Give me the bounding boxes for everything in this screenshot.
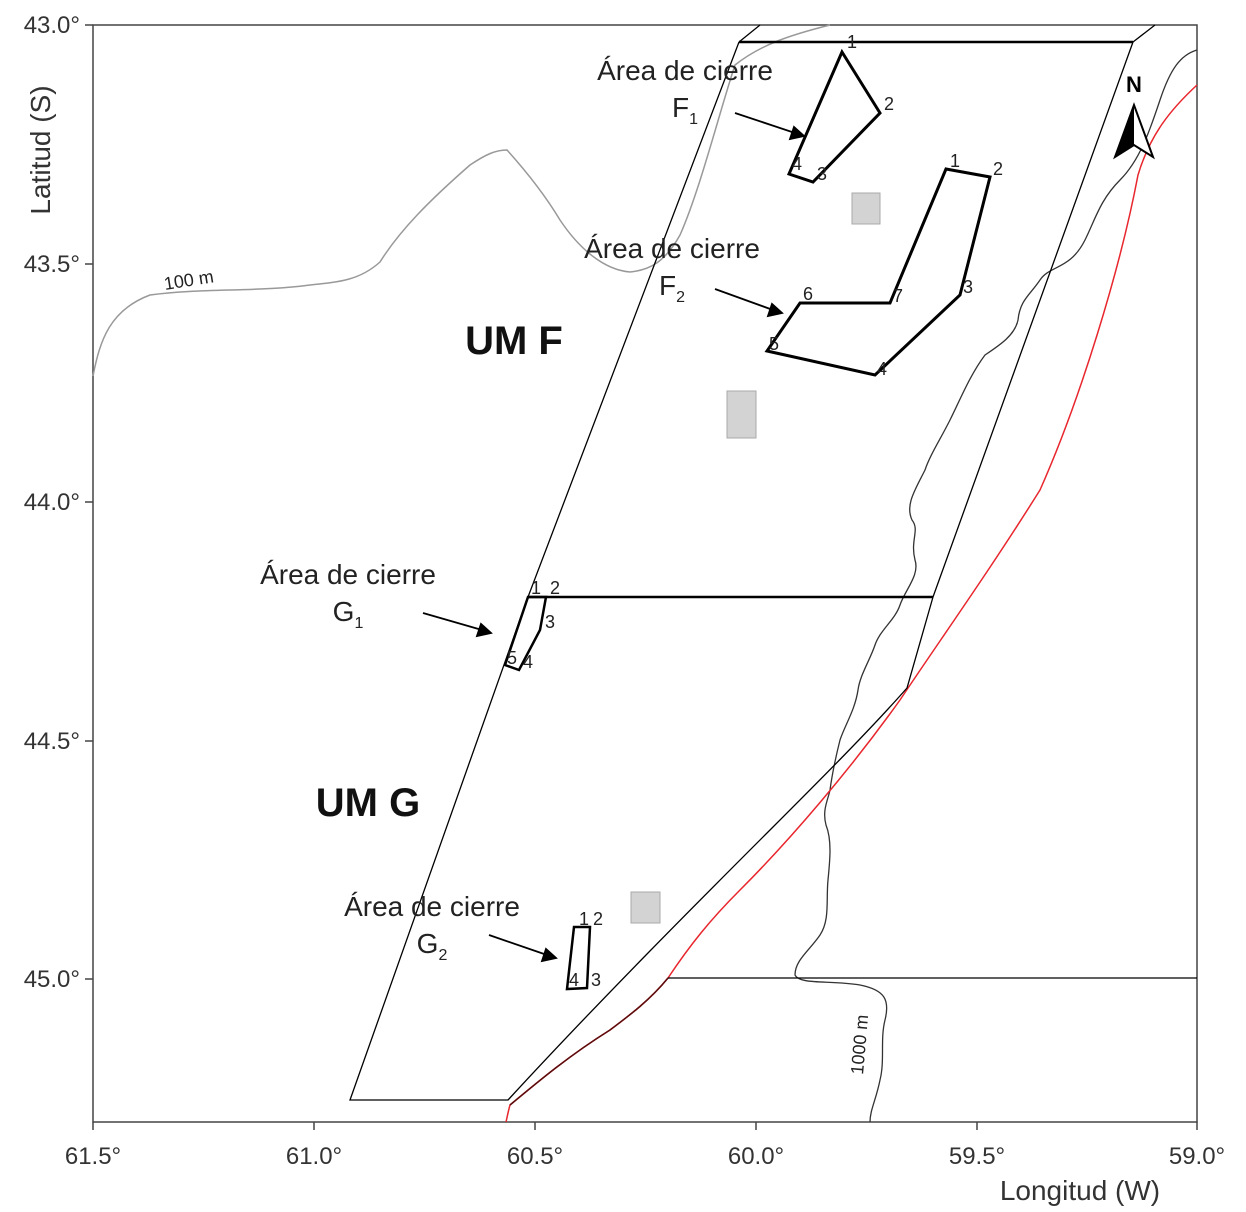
vertex-labels-f2: 1 2 3 4 5 6 7 <box>769 151 1003 379</box>
callout-code: F1 <box>672 92 698 128</box>
callout-code-sub: 1 <box>689 111 698 128</box>
callout-code-base: G <box>333 596 355 627</box>
arrow-f1 <box>734 112 796 134</box>
arrowhead-icon <box>766 302 784 318</box>
vertex-label: 1 <box>847 32 857 52</box>
arrow-g1 <box>422 612 483 631</box>
closure-area-f1 <box>786 48 882 184</box>
survey-box <box>726 390 757 439</box>
vertex-label: 5 <box>507 648 517 668</box>
x-axis-title: Longitud (W) <box>1000 1175 1160 1206</box>
callout-code-sub: 1 <box>354 615 363 632</box>
vertex-labels-f1: 1 2 3 4 <box>792 32 894 184</box>
contour-100m-label: 100 m <box>162 266 215 294</box>
x-tick-label: 61.5° <box>65 1143 121 1170</box>
vertex-label: 3 <box>963 277 973 297</box>
survey-box <box>851 192 881 225</box>
north-arrow: N <box>1113 72 1155 160</box>
zone-label-um-f: UM F <box>465 319 563 363</box>
callout-f2: Área de cierre F2 <box>584 233 760 306</box>
x-tick-label: 60.0° <box>728 1143 784 1170</box>
callout-code-sub: 2 <box>438 947 447 964</box>
north-arrow-icon-half <box>1115 105 1134 157</box>
closure-area-g1 <box>503 595 548 672</box>
closure-area-f2 <box>764 167 992 377</box>
callout-code: F2 <box>659 270 685 306</box>
vertex-labels-g2: 1 2 3 4 <box>569 909 603 990</box>
y-tick-label: 44.0° <box>24 489 80 516</box>
x-tick-label: 59.5° <box>949 1143 1005 1170</box>
vertex-label: 4 <box>792 154 802 174</box>
arrowhead-icon <box>540 947 558 963</box>
vertex-label: 4 <box>523 652 533 672</box>
callout-code-base: F <box>672 92 689 123</box>
callout-title: Área de cierre <box>597 55 773 86</box>
vertex-label: 1 <box>531 578 541 598</box>
vertex-label: 5 <box>769 334 779 354</box>
vertex-label: 3 <box>591 970 601 990</box>
vertex-label: 1 <box>950 151 960 171</box>
zone-label-um-g: UM G <box>316 781 420 825</box>
vertex-label: 2 <box>593 909 603 929</box>
arrow-g2 <box>488 934 548 956</box>
vertex-label: 6 <box>803 284 813 304</box>
y-tick-labels: 43.0° 43.5° 44.0° 44.5° 45.0° <box>24 12 80 993</box>
boundary-line-dark <box>509 977 669 1106</box>
um-f-outline <box>527 24 1156 598</box>
y-tick-label: 43.5° <box>24 251 80 278</box>
callout-code-base: G <box>417 928 439 959</box>
x-tick-label: 59.0° <box>1169 1143 1225 1170</box>
y-axis-title: Latitud (S) <box>25 85 56 214</box>
map-frame <box>92 24 1198 1123</box>
vertex-label: 4 <box>877 359 887 379</box>
callout-code-base: F <box>659 270 676 301</box>
contour-100m <box>92 24 831 377</box>
vertex-label: 3 <box>817 164 827 184</box>
vertex-label: 3 <box>545 612 555 632</box>
callout-title: Área de cierre <box>584 233 760 264</box>
survey-box <box>630 891 661 924</box>
callout-title: Área de cierre <box>344 891 520 922</box>
contour-1000m-label: 1000 m <box>847 1014 872 1076</box>
vertex-label: 7 <box>893 286 903 306</box>
callout-arrows <box>422 112 806 963</box>
vertex-label: 2 <box>550 578 560 598</box>
callout-code-sub: 2 <box>676 289 685 306</box>
callout-g2: Área de cierre G2 <box>344 891 520 964</box>
arrowhead-icon <box>788 125 806 141</box>
vertex-labels-g1: 1 2 3 4 5 <box>507 578 560 672</box>
y-tick-label: 45.0° <box>24 966 80 993</box>
arrowhead-icon <box>475 622 493 638</box>
y-tick-label: 43.0° <box>24 12 80 39</box>
vertex-label: 2 <box>884 94 894 114</box>
x-tick-label: 60.5° <box>507 1143 563 1170</box>
callout-code: G1 <box>333 596 364 632</box>
x-tick-label: 61.0° <box>286 1143 342 1170</box>
callout-title: Área de cierre <box>260 559 436 590</box>
y-axis-ticks <box>85 24 93 980</box>
vertex-label: 1 <box>579 909 589 929</box>
callout-code: G2 <box>417 928 448 964</box>
contour-1000m <box>794 49 1198 1123</box>
callout-g1: Área de cierre G1 <box>260 559 436 632</box>
callout-f1: Área de cierre F1 <box>597 55 773 128</box>
closure-area-g2 <box>565 925 592 991</box>
x-tick-labels: 61.5° 61.0° 60.5° 60.0° 59.5° 59.0° <box>65 1143 1225 1170</box>
arrow-f2 <box>714 288 774 311</box>
um-g-outline <box>349 596 934 1101</box>
north-arrow-label: N <box>1126 72 1142 97</box>
vertex-label: 4 <box>569 970 579 990</box>
vertex-label: 2 <box>993 159 1003 179</box>
x-axis-ticks <box>92 1122 1198 1130</box>
management-units <box>349 24 1197 1101</box>
y-tick-label: 44.5° <box>24 728 80 755</box>
